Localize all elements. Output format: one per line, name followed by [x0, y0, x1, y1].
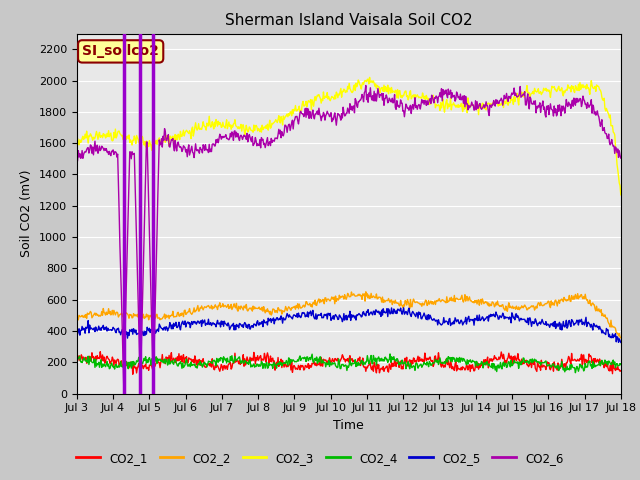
X-axis label: Time: Time [333, 419, 364, 432]
Y-axis label: Soil CO2 (mV): Soil CO2 (mV) [20, 170, 33, 257]
Title: Sherman Island Vaisala Soil CO2: Sherman Island Vaisala Soil CO2 [225, 13, 472, 28]
Text: SI_soilco2: SI_soilco2 [82, 44, 159, 59]
Legend: CO2_1, CO2_2, CO2_3, CO2_4, CO2_5, CO2_6: CO2_1, CO2_2, CO2_3, CO2_4, CO2_5, CO2_6 [72, 447, 568, 469]
